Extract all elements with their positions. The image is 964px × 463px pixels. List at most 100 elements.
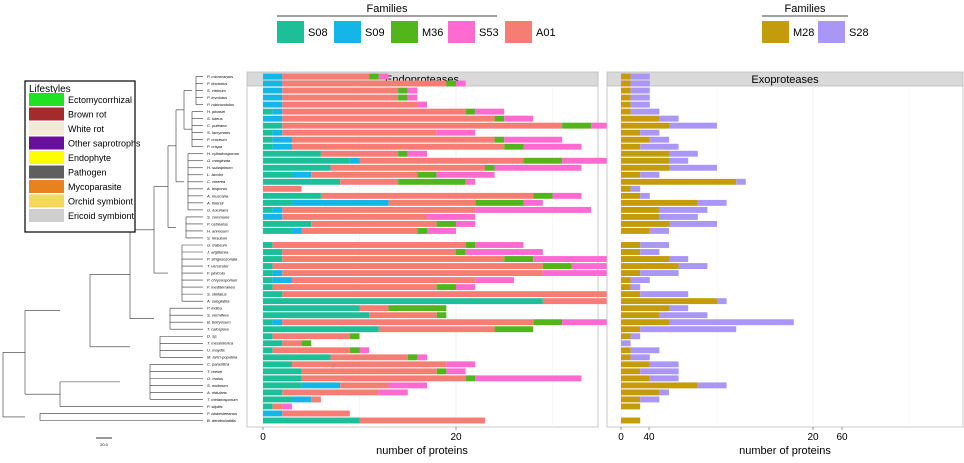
bar-s08: [263, 277, 273, 284]
species-label: P. ostreatus: [207, 221, 228, 226]
bar-s28: [640, 291, 689, 298]
bar-s53: [407, 87, 418, 94]
bar-s08: [263, 171, 292, 178]
lifestyle-label: Ericoid symbiont: [68, 211, 135, 221]
bar-s28: [630, 277, 650, 284]
bar-s08: [263, 382, 302, 389]
bar-s08: [263, 178, 341, 185]
bar-s08: [263, 192, 321, 199]
bar-s28: [669, 256, 689, 262]
legend-swatch-m28: [762, 21, 789, 43]
lifestyle-swatch: [29, 136, 64, 150]
lifestyle-swatch: [29, 107, 64, 121]
bar-a01: [282, 389, 379, 396]
bar-a01: [301, 228, 418, 234]
bar-a01: [291, 277, 476, 284]
bar-s53: [475, 242, 524, 248]
species-label: F. mediterranea: [207, 285, 235, 290]
species-label: B. dendrobatidis: [207, 418, 236, 423]
bar-s08: [263, 228, 292, 234]
species-label: T. calospora: [207, 327, 229, 332]
bar-s53: [475, 375, 582, 382]
bar-s09: [272, 270, 283, 277]
species-label: U. maydis: [207, 348, 225, 353]
bar-s28: [659, 312, 708, 319]
legend-label-a01: A01: [536, 27, 556, 39]
bar-s28: [717, 298, 727, 305]
bar-s53: [475, 206, 592, 213]
bar-m28: [621, 164, 669, 171]
bar-m36: [398, 94, 408, 101]
bar-s28: [640, 249, 660, 255]
bar-a01: [282, 73, 370, 80]
bar-m36: [398, 150, 408, 157]
bar-m28: [621, 312, 660, 319]
bar-m36: [523, 157, 563, 164]
scale-bar: 20.0: [96, 437, 112, 447]
bar-s09: [263, 73, 283, 80]
species-label: H. cylindrosporum: [207, 151, 240, 156]
bar-m28: [621, 80, 631, 87]
bar-s08: [263, 284, 273, 291]
bar-a01: [311, 396, 321, 403]
bar-s08: [263, 263, 273, 269]
bar-s28: [659, 115, 679, 122]
bar-s08: [263, 129, 273, 136]
bar-a01: [359, 417, 485, 424]
bar-m36: [369, 73, 379, 80]
bar-s28: [640, 171, 660, 178]
bar-s53: [504, 136, 563, 143]
bar-s09: [291, 199, 389, 206]
bar-m28: [621, 101, 631, 108]
bar-m36: [349, 347, 360, 354]
endoproteases-x-ticks: 0 20 40 60: [260, 427, 848, 443]
bar-s28: [630, 80, 650, 87]
bar-m28: [621, 73, 631, 80]
bar-m28: [621, 277, 631, 284]
bar-s53: [542, 270, 659, 277]
bar-m28: [621, 375, 650, 382]
bar-a01: [282, 80, 447, 87]
bar-m36: [504, 143, 524, 150]
bar-s08: [263, 312, 370, 319]
species-label: A. bisporus: [206, 186, 227, 191]
x-tick-label: 60: [836, 432, 848, 443]
bar-m36: [494, 115, 505, 122]
bar-m28: [621, 291, 641, 298]
bar-a01: [359, 305, 389, 312]
bar-m36: [446, 80, 456, 87]
legend-swatch-a01: [505, 21, 532, 43]
bar-s53: [359, 347, 370, 354]
exoproteases-title: Exoproteases: [751, 74, 819, 86]
bar-s53: [475, 277, 514, 284]
species-label: S. citrinum: [207, 88, 227, 93]
bar-s53: [427, 213, 476, 220]
bar-a01: [282, 249, 456, 255]
x-tick-label: 0: [260, 432, 266, 443]
bar-m28: [621, 171, 641, 178]
lifestyles-legend-title: Lifestyles: [29, 84, 71, 95]
bar-s53: [456, 284, 476, 291]
bar-m36: [388, 305, 447, 312]
scale-bar-label: 20.0: [100, 442, 109, 447]
bar-s53: [417, 354, 428, 361]
species-label: A. thiersii: [206, 200, 224, 205]
bar-s28: [649, 375, 679, 382]
lifestyle-swatch: [29, 122, 64, 135]
bar-m28: [621, 263, 679, 269]
bar-s53: [427, 228, 456, 234]
x-tick-label: 40: [643, 432, 655, 443]
bar-s28: [640, 242, 669, 248]
bar-s28: [640, 270, 679, 277]
bar-s28: [640, 129, 660, 136]
species-label: F. pinicola: [207, 270, 225, 275]
legend-swatch-s53: [448, 21, 475, 43]
bar-a01: [330, 164, 485, 171]
bar-a01: [301, 375, 466, 382]
bar-s53: [523, 199, 543, 206]
bar-s53: [456, 80, 466, 87]
bar-s08: [263, 326, 379, 333]
bar-s53: [407, 94, 418, 101]
legend-label-s09: S09: [365, 27, 385, 39]
exoproteases-bars: [621, 73, 794, 424]
